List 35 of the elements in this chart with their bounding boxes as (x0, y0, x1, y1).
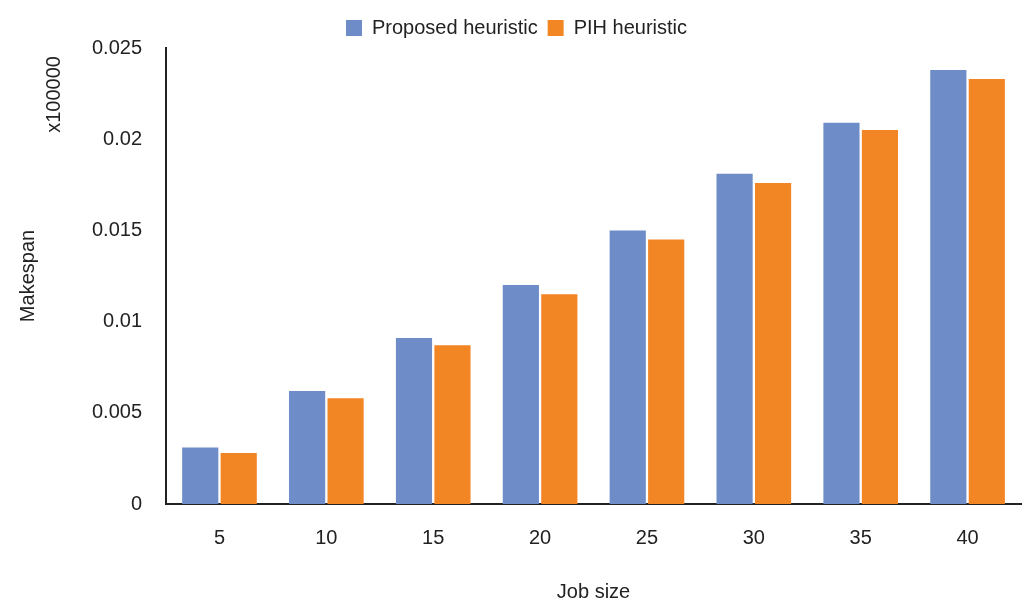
y-tick-label: 0.025 (91, 35, 143, 58)
bar (541, 294, 578, 504)
x-tick-label: 25 (635, 525, 659, 548)
bar (289, 390, 326, 504)
bar (754, 182, 792, 504)
y-tick-label: 0.015 (91, 217, 143, 240)
y-tick-label: 0 (130, 491, 143, 514)
bar (648, 239, 685, 504)
bar (182, 447, 219, 504)
bar (609, 230, 646, 504)
bar (861, 130, 899, 504)
text: x100000 (41, 56, 64, 133)
bar (220, 452, 257, 504)
y-tick-label: 0.005 (91, 400, 143, 423)
x-tick-label: 40 (956, 525, 979, 548)
bar (327, 398, 364, 504)
bar (434, 345, 471, 504)
x-tick-label: 10 (315, 525, 338, 548)
legend-label: PIH heuristic (573, 15, 688, 38)
x-tick-label: 15 (422, 525, 445, 548)
legend-label: Proposed heuristic (371, 15, 538, 38)
bar (502, 285, 539, 504)
bar (930, 69, 967, 504)
x-tick-label: 35 (849, 525, 872, 548)
y-axis-title: Makespan (15, 229, 38, 323)
bar (823, 122, 860, 504)
x-tick-label: 5 (213, 525, 226, 548)
y-tick-label: 0.01 (103, 309, 143, 332)
x-axis-title: Job size (556, 579, 631, 602)
x-tick-label: 30 (742, 525, 765, 548)
bar (716, 173, 753, 504)
y-tick-label: 0.02 (103, 126, 143, 149)
x-tick-label: 20 (528, 525, 552, 548)
bar (968, 79, 1005, 504)
bar (395, 338, 433, 504)
